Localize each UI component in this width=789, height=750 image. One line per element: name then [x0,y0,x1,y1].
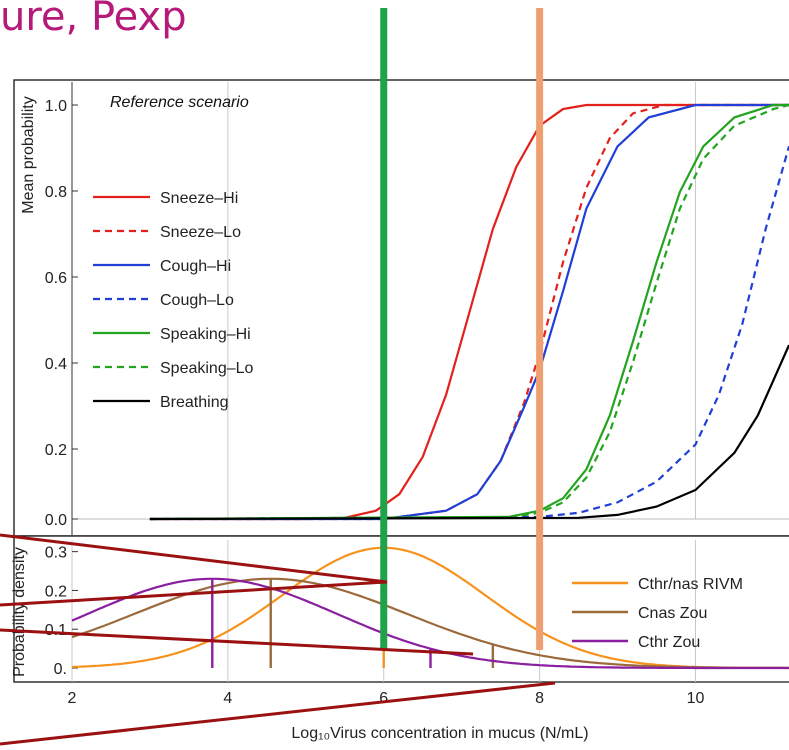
bottom-panel-frame [13,535,789,683]
bottom-panel: 2 4 6 8 10 0. 0.1 0.2 0.3 Probability density Log₁… [11,535,789,742]
bottom-xtick-label-2: 2 [68,690,77,707]
annotation-line-0 [0,533,388,584]
top-panel: 0.0 0.2 0.4 0.6 0.8 1.0 Mean probability Refere… [13,79,789,537]
series-line-cough-lo [149,146,789,521]
legend-label-speaking-lo: Speaking–Lo [160,360,254,377]
density-curve-cthr-zou [71,577,789,670]
bottom-legend-label-cnas-zou: Cnas Zou [638,605,707,622]
top-ytick-label-0-6: 0.6 [45,270,67,287]
top-y-axis-label: Mean probability [20,96,37,213]
top-ytick-label-0-2: 0.2 [45,442,67,459]
legend-label-breathing: Breathing [160,394,229,411]
annotation-line-3 [0,681,556,746]
legend-label-speaking-hi: Speaking–Hi [160,326,251,343]
legend-label-sneeze-hi: Sneeze–Hi [160,190,238,207]
series-line-sneeze-lo [149,103,789,521]
bottom-xtick-label-4: 4 [223,690,232,707]
bottom-xtick-label-10: 10 [687,690,705,707]
bottom-ytick-label-0-1: 0.1 [45,622,67,639]
legend-label-sneeze-lo: Sneeze–Lo [160,224,241,241]
bottom-legend-label-cthr-zou: Cthr Zou [638,634,700,651]
bottom-ytick-label-0-2: 0.2 [45,583,67,600]
bottom-xtick-label-8: 8 [535,690,544,707]
series-line-sneeze-hi [149,103,789,521]
overlay-annotations [0,8,556,746]
series-line-breathing [149,344,789,521]
slide-title: ure, Pexp [0,0,187,40]
bottom-x-axis-label: Log₁₀Virus concentration in mucus (N/mL) [291,725,588,742]
annotation-line-2 [0,628,474,656]
annotation-line-1 [0,580,388,607]
bottom-legend-label-cthr-nas-rivm: Cthr/nas RIVM [638,576,743,593]
bottom-y-axis-label: Probability density [11,547,28,677]
bottom-ytick-label-0: 0. [54,661,67,678]
bottom-xtick-label-6: 6 [379,690,388,707]
top-ytick-label-1-0: 1.0 [45,98,67,115]
top-ytick-label-0-4: 0.4 [45,356,67,373]
bottom-ytick-label-0-3: 0.3 [45,545,67,562]
top-ytick-label-0-8: 0.8 [45,184,67,201]
top-ytick-label-0-0: 0.0 [45,512,67,529]
legend-label-cough-hi: Cough–Hi [160,258,231,275]
top-chart-title: Reference scenario [110,94,249,111]
legend-label-cough-lo: Cough–Lo [160,292,234,309]
top-panel-frame [13,79,789,537]
